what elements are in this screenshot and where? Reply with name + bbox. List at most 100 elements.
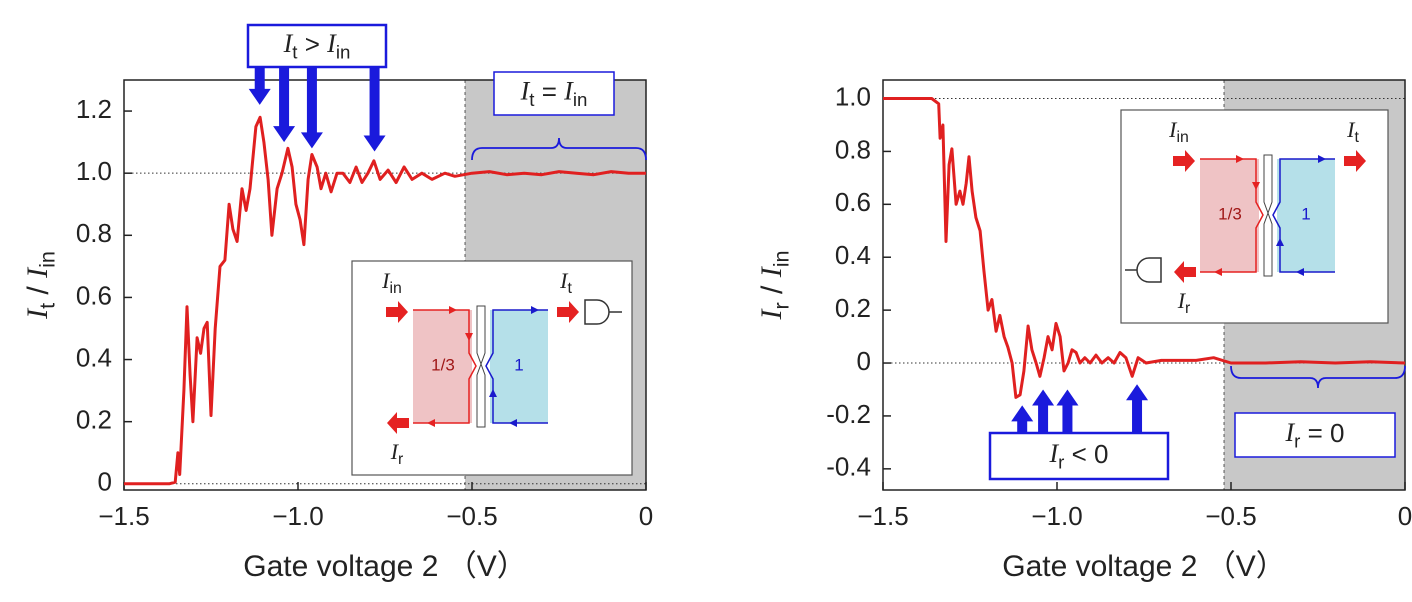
annotation-arrow xyxy=(273,25,296,143)
text-part: > xyxy=(298,29,328,59)
annotation-box xyxy=(246,23,388,69)
inset-label: It xyxy=(559,268,572,297)
input-arrow xyxy=(1173,150,1195,172)
annotation-arrow xyxy=(1126,384,1149,479)
annotation-label: Ir < 0 xyxy=(1049,439,1109,472)
text-part: r xyxy=(398,451,404,468)
text-part: / xyxy=(22,278,55,303)
text-part: t xyxy=(292,41,298,62)
flow-arrowhead xyxy=(449,306,457,314)
flow-arrowhead xyxy=(509,419,517,427)
flow-arrowhead xyxy=(465,333,473,341)
y-tick-label: -0.2 xyxy=(826,399,871,429)
y-tick-label: 0 xyxy=(98,467,112,497)
text-part: in xyxy=(1177,129,1189,146)
y-tick-label: 0.4 xyxy=(835,240,871,270)
x-axis-label: Gate voltage 2 （V） xyxy=(243,550,526,583)
annotation-label: Ir = 0 xyxy=(1285,418,1345,451)
filling-label: 1 xyxy=(514,355,523,374)
y-axis-label: Ir / Iin xyxy=(755,250,793,320)
y-tick-label: 1.2 xyxy=(76,94,112,124)
filling-label: 1 xyxy=(1301,204,1310,223)
text-part: = 0 xyxy=(1300,418,1344,448)
filling-label: 1/3 xyxy=(431,355,455,374)
inset-label: Ir xyxy=(1177,288,1191,317)
bracket xyxy=(1230,365,1406,389)
y-axis-label: It / Iin xyxy=(21,251,59,320)
annotation-arrow xyxy=(363,25,386,152)
text-part: I xyxy=(755,308,788,321)
edge-channel xyxy=(1200,158,1264,273)
text-part: I xyxy=(755,265,788,278)
flow-arrowhead xyxy=(1276,238,1284,246)
y-tick-label: 1.0 xyxy=(76,156,112,186)
text-part: I xyxy=(390,439,400,464)
gate xyxy=(1263,154,1273,277)
flow-arrowhead xyxy=(489,389,497,397)
plot-frame xyxy=(882,79,1406,491)
text-part: t xyxy=(1354,129,1359,146)
detector xyxy=(1125,257,1162,283)
annotation-box xyxy=(1234,412,1396,458)
text-part: in xyxy=(573,89,588,110)
text-part: in xyxy=(768,250,793,267)
annotation-box xyxy=(493,71,615,116)
y-tick-label: 0.4 xyxy=(76,342,112,372)
text-part: I xyxy=(559,268,569,293)
y-tick-label: 0 xyxy=(857,346,871,376)
x-tick-label: −0.5 xyxy=(1205,501,1256,531)
text-part: = xyxy=(535,76,565,106)
inset-label: It xyxy=(1346,117,1359,146)
x-tick-label: 0 xyxy=(1398,501,1412,531)
filling-region xyxy=(490,310,548,423)
text-part: t xyxy=(529,89,535,110)
inset-label: Iin xyxy=(381,268,402,297)
inset-label: Iin xyxy=(1168,117,1189,146)
text-part: in xyxy=(34,251,59,268)
detector xyxy=(584,299,622,325)
annotation-label: It > Iin xyxy=(283,29,351,62)
flow-arrowhead xyxy=(531,306,539,314)
flow-arrowhead xyxy=(1252,182,1260,190)
x-tick-label: 0 xyxy=(639,501,653,531)
y-tick-label: 0.2 xyxy=(76,405,112,435)
x-axis-label: Gate voltage 2 （V） xyxy=(1002,550,1285,583)
text-part: r xyxy=(768,302,793,309)
filling-label: 1/3 xyxy=(1218,204,1242,223)
x-tick-label: −1.0 xyxy=(272,501,323,531)
text-part: / xyxy=(756,277,789,302)
y-tick-label: 0.6 xyxy=(76,280,112,310)
output-arrow xyxy=(1344,150,1366,172)
text-part: I xyxy=(21,307,54,320)
text-part: I xyxy=(563,76,574,105)
text-part: I xyxy=(1177,288,1187,313)
reflected-arrow xyxy=(1174,261,1196,283)
data-line xyxy=(124,115,646,486)
filling-region xyxy=(1200,159,1259,272)
flow-arrowhead xyxy=(1236,155,1244,163)
x-tick-label: −1.5 xyxy=(98,501,149,531)
text-part: I xyxy=(1168,117,1178,142)
edge-channel xyxy=(1272,158,1335,273)
text-part: I xyxy=(283,29,294,58)
x-tick-label: −1.0 xyxy=(1031,501,1082,531)
bracket xyxy=(471,137,647,161)
text-part: r xyxy=(1294,430,1300,451)
text-part: < 0 xyxy=(1064,439,1108,469)
text-part: t xyxy=(34,303,59,309)
annotation-label: It = Iin xyxy=(520,76,588,109)
text-part: t xyxy=(567,280,572,297)
text-part: I xyxy=(520,76,531,105)
x-tick-label: −0.5 xyxy=(446,501,497,531)
flow-arrowhead xyxy=(427,419,435,427)
annotation-arrow xyxy=(300,25,323,149)
y-tick-label: 1.0 xyxy=(835,81,871,111)
reflected-arrow xyxy=(387,412,409,434)
y-tick-label: 0.6 xyxy=(835,187,871,217)
text-part: I xyxy=(1346,117,1356,142)
data-line xyxy=(883,97,1406,399)
